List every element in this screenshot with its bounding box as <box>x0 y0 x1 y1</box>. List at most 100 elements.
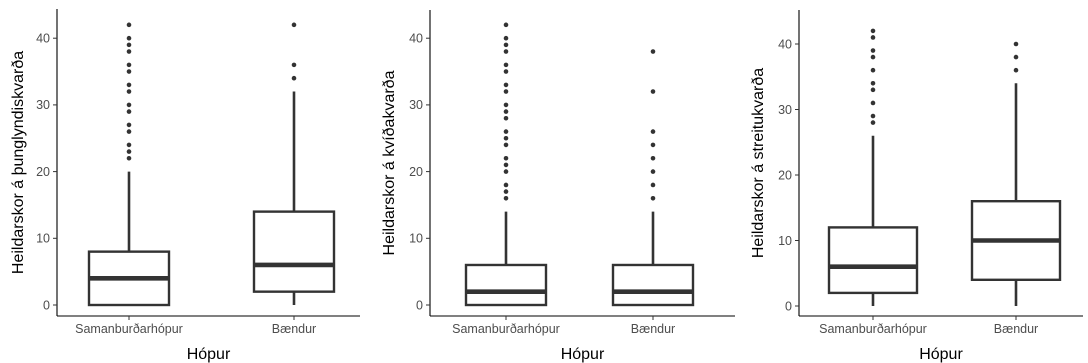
y-tick-label: 0 <box>416 298 423 312</box>
outlier-point <box>503 195 509 201</box>
outlier-point <box>650 169 656 174</box>
box-1 <box>827 28 919 306</box>
y-tick-label: 40 <box>778 37 792 51</box>
outlier-point <box>870 54 876 60</box>
outlier-point <box>870 87 876 93</box>
outlier-point <box>126 42 132 48</box>
y-tick-label: 20 <box>409 165 423 179</box>
outlier-point <box>126 82 132 88</box>
outlier-point <box>503 129 509 134</box>
x-tick-label: Bændur <box>272 322 316 336</box>
x-tick-label: Samanburðarhópur <box>819 322 927 336</box>
x-axis-title: Hópur <box>919 346 963 363</box>
outlier-point <box>503 69 509 74</box>
y-tick-label: 40 <box>36 32 50 46</box>
outlier-point <box>503 182 509 188</box>
outlier-point <box>650 155 656 161</box>
outlier-point <box>503 62 509 68</box>
box-2 <box>611 49 695 307</box>
x-axis-title: Hópur <box>187 346 231 363</box>
outlier-point <box>1013 67 1019 73</box>
y-tick-label: 10 <box>778 234 792 248</box>
outlier-point <box>503 115 509 121</box>
outlier-point <box>503 82 509 88</box>
outlier-point <box>126 129 132 134</box>
outlier-point <box>126 149 132 154</box>
box-iqr <box>464 263 548 307</box>
chart-panel-2: 0 10 20 30 40 Samanburðarhópur Bændur Hópur Heil… <box>381 10 735 363</box>
y-tick-label: 10 <box>409 232 423 246</box>
outlier-point <box>126 102 132 108</box>
outlier-point <box>503 22 509 28</box>
y-tick-label: 40 <box>409 32 423 46</box>
y-tick-label: 30 <box>778 103 792 117</box>
y-tick-label: 30 <box>36 98 50 112</box>
y-tick-label: 20 <box>36 165 50 179</box>
x-tick-label: Samanburðarhópur <box>75 322 183 336</box>
outlier-point <box>291 22 297 28</box>
outlier-point <box>126 122 132 128</box>
outlier-point <box>870 35 876 40</box>
y-tick-label: 10 <box>36 232 50 246</box>
outlier-point <box>503 169 509 174</box>
outlier-point <box>503 135 509 141</box>
outlier-point <box>650 142 656 148</box>
box-1 <box>464 22 548 307</box>
box-2 <box>252 22 336 305</box>
outlier-point <box>1013 54 1019 60</box>
outlier-point <box>126 109 132 114</box>
outlier-point <box>1013 41 1019 47</box>
y-axis-title: Heildarskor á streitukvarða <box>750 68 767 258</box>
y-tick-label: 30 <box>409 98 423 112</box>
x-tick-label: Bændur <box>994 322 1038 336</box>
outlier-point <box>291 62 297 68</box>
outlier-point <box>650 129 656 134</box>
outlier-point <box>650 49 656 54</box>
outlier-point <box>870 120 876 125</box>
box-1 <box>87 22 171 307</box>
outlier-point <box>126 69 132 74</box>
outlier-point <box>650 182 656 188</box>
outlier-point <box>503 89 509 94</box>
x-tick-label: Samanburðarhópur <box>452 322 560 336</box>
outlier-point <box>870 100 876 106</box>
outlier-point <box>503 35 509 41</box>
box-2 <box>970 41 1062 306</box>
x-tick-label: Bændur <box>631 322 675 336</box>
outlier-point <box>870 113 876 119</box>
outlier-point <box>126 62 132 68</box>
outlier-point <box>291 75 297 81</box>
chart-panel-1: 0 10 20 30 40 Samanburðarhópur Bændur Hópur Heil… <box>10 9 360 363</box>
outlier-point <box>126 22 132 28</box>
outlier-point <box>870 67 876 73</box>
outlier-point <box>126 35 132 41</box>
outlier-point <box>503 162 509 168</box>
outlier-point <box>126 155 132 161</box>
outlier-point <box>870 81 876 86</box>
outlier-point <box>126 89 132 94</box>
box-iqr <box>611 263 695 307</box>
box-iqr <box>252 210 336 293</box>
outlier-point <box>503 42 509 48</box>
outlier-point <box>503 102 509 108</box>
outlier-point <box>650 195 656 201</box>
outlier-point <box>126 49 132 54</box>
outlier-point <box>503 109 509 114</box>
y-axis-title: Heildarskor á kvíðakvarða <box>381 70 398 255</box>
outlier-point <box>503 189 509 194</box>
y-tick-label: 0 <box>43 298 50 312</box>
outlier-point <box>503 142 509 148</box>
outlier-point <box>503 49 509 54</box>
outlier-point <box>870 48 876 53</box>
box-iqr <box>827 226 919 295</box>
outlier-point <box>870 28 876 34</box>
x-axis-title: Hópur <box>561 346 605 363</box>
y-axis-title: Heildarskor á þunglyndiskvarða <box>10 51 27 274</box>
chart-panel-3: 0 10 20 30 40 Samanburðarhópur Bændur Hópur Heil… <box>750 10 1083 363</box>
outlier-point <box>126 142 132 148</box>
y-tick-label: 0 <box>785 299 792 313</box>
outlier-point <box>650 89 656 94</box>
outlier-point <box>503 155 509 161</box>
y-tick-label: 20 <box>778 168 792 182</box>
